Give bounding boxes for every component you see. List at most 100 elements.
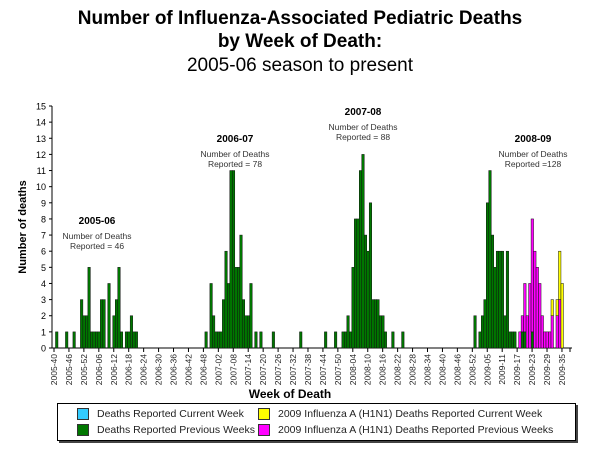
x-tick-label: 2005-40: [49, 354, 59, 385]
y-tick-label: 4: [41, 279, 46, 289]
x-tick-label: 2006-42: [183, 354, 193, 385]
x-tick-label: 2006-18: [124, 354, 134, 385]
bar-previous: [97, 331, 101, 349]
bar-previous: [490, 234, 494, 349]
bar-previous: [341, 331, 345, 349]
x-tick-label: 2008-40: [437, 354, 447, 385]
x-tick-label: 2007-44: [318, 354, 328, 385]
chart-subtitle: 2005-06 season to present: [186, 55, 414, 76]
legend-swatch-h1n1-current: [258, 408, 270, 420]
y-tick-label: 2: [41, 311, 46, 321]
bar-previous: [488, 170, 492, 349]
y-tick-label: 6: [41, 247, 46, 257]
bar-previous: [209, 283, 213, 349]
bar-previous: [486, 202, 490, 349]
bar-previous: [244, 315, 248, 349]
bar-previous: [239, 234, 243, 349]
x-tick-label: 2007-50: [333, 354, 343, 385]
bar-previous: [65, 331, 69, 349]
bar-previous: [246, 315, 250, 349]
bar-previous: [505, 250, 509, 349]
x-tick-label: 2008-10: [363, 354, 373, 385]
x-tick-label: 2005-46: [64, 354, 74, 385]
bar-previous: [55, 331, 59, 349]
season-annotation-line2: Reported = 78: [208, 159, 262, 169]
x-tick-label: 2006-24: [139, 354, 149, 385]
bar-previous: [349, 331, 353, 349]
y-tick-label: 15: [36, 102, 46, 112]
x-tick-label: 2009-23: [527, 354, 537, 385]
bar-h1n1-previous: [520, 315, 524, 333]
bar-previous: [212, 315, 216, 349]
bar-previous: [92, 331, 96, 349]
bar-previous: [254, 331, 258, 349]
bar-h1n1-previous: [558, 299, 562, 349]
legend-item-h1n1-current: 2009 Influenza A (H1N1) Deaths Reported …: [258, 408, 542, 420]
season-label: 2008-09: [515, 134, 552, 145]
bar-previous: [346, 315, 350, 349]
bar-previous: [368, 202, 372, 349]
season-label: 2006-07: [217, 134, 254, 145]
bar-h1n1-previous: [530, 218, 534, 333]
bar-h1n1-previous: [545, 331, 549, 349]
chart-title-line1: Number of Influenza-Associated Pediatric…: [77, 8, 523, 29]
bar-previous: [127, 331, 131, 349]
x-tick-label: 2006-30: [154, 354, 164, 385]
x-tick-label: 2007-20: [258, 354, 268, 385]
bar-previous: [364, 234, 367, 349]
x-tick-label: 2008-34: [423, 354, 433, 385]
bar-previous: [100, 299, 104, 349]
bar-previous: [478, 331, 482, 349]
bar-previous: [376, 299, 380, 349]
legend-item-h1n1-previous: 2009 Influenza A (H1N1) Deaths Reported …: [258, 424, 553, 436]
bar-previous: [234, 267, 238, 349]
bar-previous: [85, 315, 89, 349]
bar-previous: [90, 331, 94, 349]
x-tick-label: 2009-11: [497, 354, 507, 385]
bar-h1n1-previous: [528, 283, 532, 349]
bar-previous: [359, 170, 363, 349]
y-tick-label: 13: [36, 134, 46, 144]
y-tick-label: 12: [36, 150, 46, 160]
x-tick-label: 2006-12: [109, 354, 119, 385]
y-tick-label: 0: [41, 344, 46, 354]
x-tick-label: 2008-04: [348, 354, 358, 385]
bar-previous: [132, 331, 136, 349]
bar-previous: [344, 331, 348, 349]
x-tick-label: 2008-46: [452, 354, 462, 385]
bar-previous: [508, 331, 512, 349]
bar-h1n1-previous: [533, 250, 537, 349]
bar-previous: [117, 267, 121, 349]
bar-previous: [224, 250, 228, 349]
legend-label-current: Deaths Reported Current Week: [97, 408, 244, 420]
bar-h1n1-current: [555, 299, 559, 316]
x-tick-label: 2005-52: [79, 354, 89, 385]
bar-previous: [115, 299, 118, 349]
bar-previous: [134, 331, 138, 349]
bar-previous: [493, 267, 497, 349]
bar-previous: [217, 331, 221, 349]
bar-h1n1-previous: [525, 315, 529, 349]
bar-h1n1-previous: [535, 267, 539, 349]
bar-previous: [513, 331, 517, 349]
season-label: 2007-08: [345, 107, 382, 118]
bar-previous: [102, 299, 106, 349]
bar-previous: [229, 170, 233, 349]
y-tick-label: 7: [41, 231, 46, 241]
legend-swatch-current: [77, 408, 89, 420]
bar-previous: [503, 315, 507, 349]
bar-previous: [510, 331, 514, 349]
x-tick-label: 2008-16: [378, 354, 388, 385]
bar-previous: [366, 250, 370, 349]
x-tick-label: 2006-36: [169, 354, 179, 385]
season-annotation-line2: Reported = 88: [336, 132, 390, 142]
season-label: 2005-06: [79, 216, 116, 227]
x-tick-label: 2007-32: [288, 354, 298, 385]
bar-previous: [373, 299, 377, 349]
bar-previous: [82, 315, 86, 349]
x-tick-label: 2008-28: [408, 354, 418, 385]
y-tick-label: 11: [37, 166, 46, 176]
y-axis-label: Number of deaths: [17, 180, 29, 274]
bar-previous: [80, 299, 84, 349]
bar-previous: [383, 331, 387, 349]
